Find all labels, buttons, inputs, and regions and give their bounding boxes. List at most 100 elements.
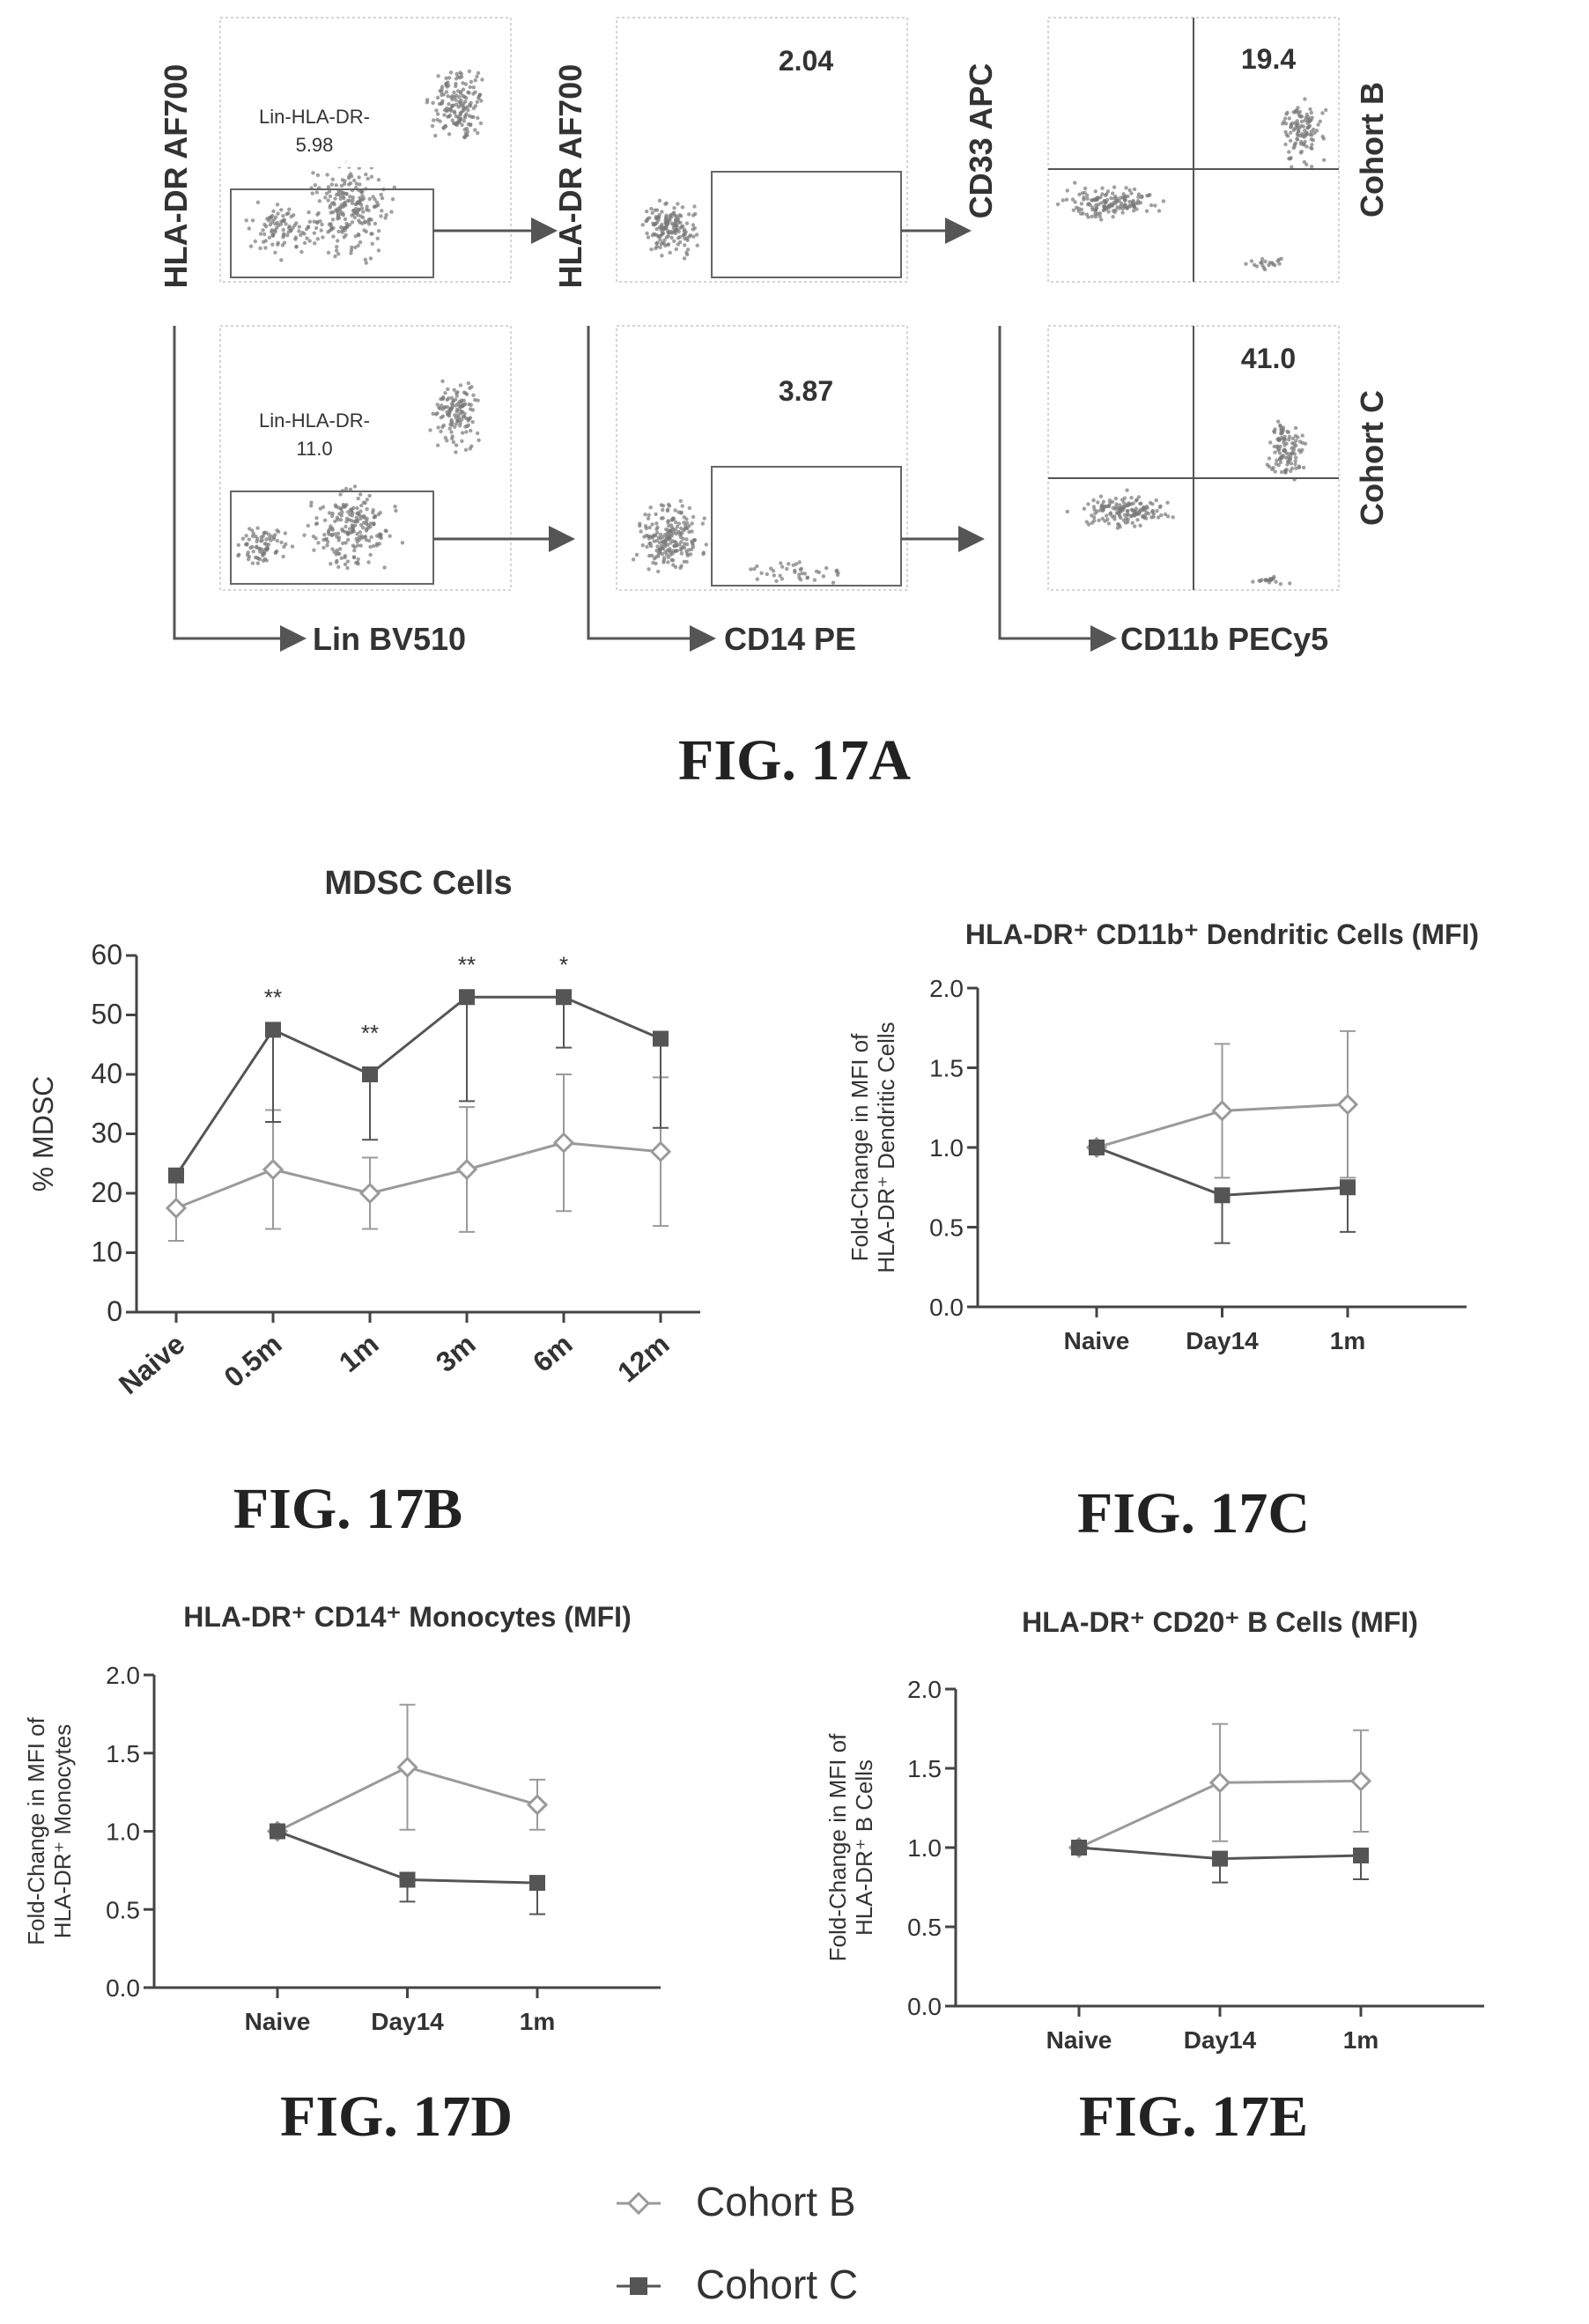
- flow-event-dot: [676, 236, 681, 240]
- flow-event-dot: [325, 173, 329, 177]
- flow-event-dot: [1293, 141, 1298, 145]
- flow-event-dot: [643, 524, 648, 528]
- flow-event-dot: [1275, 437, 1280, 441]
- flow-event-dot: [1279, 435, 1284, 440]
- flow-event-dot: [654, 215, 658, 219]
- flow-event-dot: [344, 541, 348, 545]
- flow-event-dot: [1303, 129, 1307, 133]
- x-tick-label: 1m: [1330, 1327, 1365, 1354]
- flow-event-dot: [350, 513, 355, 518]
- flow-event-dot: [1274, 461, 1279, 466]
- x-tick-label: 6m: [527, 1328, 579, 1378]
- flow-event-dot: [283, 531, 287, 535]
- flow-event-dot: [307, 210, 311, 215]
- flow-event-dot: [273, 550, 278, 556]
- flow-event-dot: [1281, 454, 1285, 458]
- flow-event-dot: [364, 172, 368, 177]
- flow-event-dot: [357, 199, 362, 204]
- figure-label-17c: FIG. 17C: [1077, 1481, 1310, 1546]
- flow-event-dot: [645, 217, 650, 221]
- flow-event-dot: [1265, 462, 1270, 467]
- flow-event-dot: [1149, 203, 1154, 208]
- flow-event-dot: [451, 103, 455, 107]
- flow-event-dot: [663, 243, 668, 248]
- flow-event-dot: [1092, 515, 1097, 520]
- flow-event-dot: [668, 250, 672, 255]
- flow-event-dot: [455, 409, 459, 414]
- flow-event-dot: [318, 506, 322, 511]
- flow-event-dot: [1092, 507, 1097, 512]
- flow-event-dot: [670, 558, 676, 563]
- flow-event-dot: [448, 70, 454, 75]
- flow-event-dot: [692, 204, 697, 209]
- flow-event-dot: [647, 525, 652, 530]
- flow-event-dot: [348, 181, 353, 186]
- flow-event-dot: [351, 555, 357, 560]
- flow-event-dot: [392, 185, 396, 189]
- x-tick-label: Day14: [371, 2008, 444, 2035]
- flow-event-dot: [643, 513, 647, 517]
- flow-event-dot: [475, 100, 479, 105]
- flow-event-dot: [458, 70, 462, 75]
- flow-event-dot: [834, 569, 839, 573]
- flow-event-dot: [669, 528, 673, 534]
- flow-event-dot: [1129, 496, 1134, 500]
- flow-event-dot: [1171, 515, 1175, 520]
- y-tick-label: 30: [91, 1118, 122, 1149]
- flow-event-dot: [755, 577, 759, 581]
- flow-event-dot: [1305, 121, 1310, 126]
- flow-event-dot: [1142, 507, 1147, 513]
- flow-event-dot: [363, 257, 367, 262]
- flow-event-dot: [270, 232, 275, 237]
- flow-event-dot: [674, 520, 678, 525]
- flow-event-dot: [379, 214, 383, 218]
- flow-event-dot: [1309, 145, 1313, 150]
- flow-event-dot: [341, 541, 345, 546]
- flow-event-dot: [260, 538, 264, 542]
- flow-event-dot: [1131, 501, 1135, 505]
- flow-event-dot: [394, 508, 398, 513]
- flow-event-dot: [671, 563, 676, 567]
- flow-event-dot: [356, 243, 360, 248]
- flow-event-dot: [679, 564, 684, 568]
- flow-event-dot: [654, 521, 659, 526]
- flow-event-dot: [780, 577, 785, 581]
- flow-event-dot: [314, 190, 319, 195]
- flow-event-dot: [772, 573, 776, 578]
- flow-event-dot: [1109, 196, 1113, 201]
- flow-event-dot: [341, 211, 345, 216]
- flow-event-dot: [297, 225, 301, 229]
- flow-event-dot: [702, 516, 706, 520]
- flow-event-dot: [676, 202, 680, 206]
- flow-event-dot: [1106, 504, 1111, 509]
- flow-event-dot: [443, 405, 447, 409]
- flow-event-dot: [1284, 441, 1289, 446]
- flow-event-dot: [1298, 450, 1303, 454]
- flow-event-dot: [657, 198, 662, 203]
- flow-event-dot: [369, 174, 374, 179]
- flow-event-dot: [1150, 510, 1155, 514]
- flow-event-dot: [1076, 209, 1081, 213]
- row-label: Cohort B: [1354, 82, 1390, 218]
- flow-event-dot: [368, 256, 373, 261]
- flow-event-dot: [333, 519, 337, 524]
- flow-event-dot: [363, 501, 367, 505]
- flow-event-dot: [1105, 192, 1109, 196]
- flow-event-dot: [453, 122, 457, 126]
- flow-event-dot: [378, 511, 382, 515]
- flow-event-dot: [1275, 445, 1280, 450]
- flow-event-dot: [271, 209, 276, 213]
- flow-event-dot: [1289, 461, 1294, 466]
- flow-event-dot: [1082, 506, 1087, 511]
- flow-event-dot: [447, 76, 452, 80]
- flow-event-dot: [334, 183, 338, 188]
- flow-event-dot: [650, 210, 654, 215]
- flow-event-dot: [1126, 194, 1130, 199]
- flow-event-dot: [299, 249, 304, 255]
- flow-event-dot: [326, 198, 330, 203]
- flow-event-dot: [677, 213, 682, 218]
- flow-event-dot: [458, 383, 463, 387]
- flow-event-dot: [355, 520, 359, 524]
- flow-event-dot: [455, 75, 461, 79]
- flow-event-dot: [1079, 207, 1084, 212]
